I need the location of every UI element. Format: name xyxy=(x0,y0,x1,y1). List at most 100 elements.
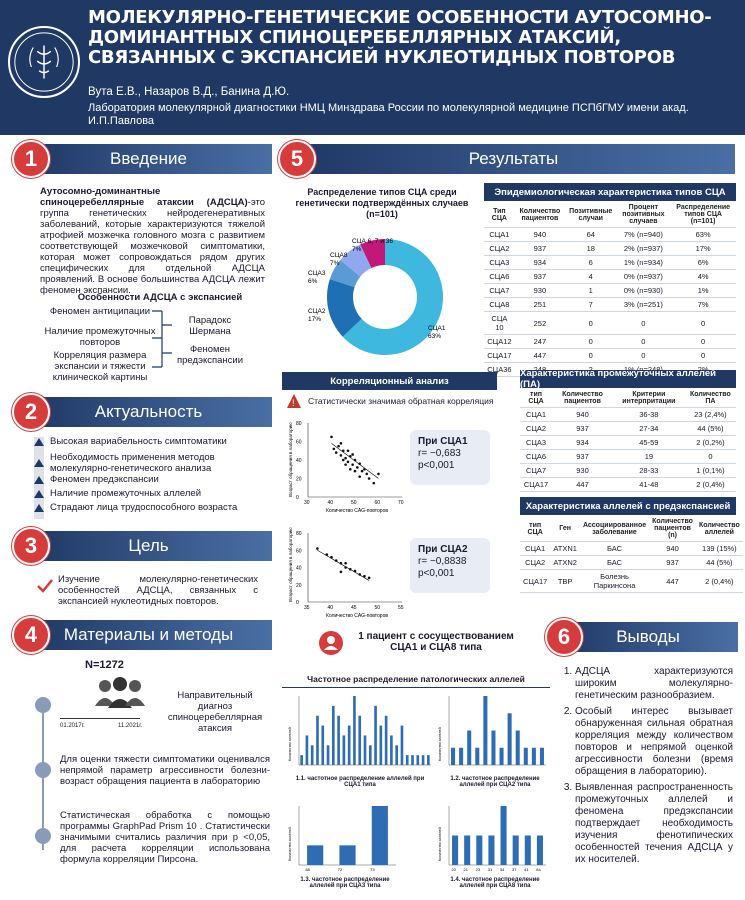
table-cell: 7% (n=940) xyxy=(616,227,671,242)
table-cell: 937 xyxy=(514,241,566,256)
table-cell: 0 xyxy=(616,348,671,363)
table-cell: 0% (n=930) xyxy=(616,283,671,298)
corr-box-title: При СЦА1 xyxy=(418,436,468,447)
freq-bar xyxy=(483,696,488,765)
x-tick: 84 xyxy=(536,867,541,872)
freq-bar xyxy=(427,755,430,765)
freq-bar xyxy=(405,755,409,765)
section-header-relevance: Актуальность xyxy=(25,397,272,427)
epi-header-cell: Позитивные случаи xyxy=(565,202,617,228)
scatter-point xyxy=(337,444,340,448)
table-cell: СЦА7 xyxy=(520,463,553,478)
chevron-up-icon xyxy=(34,503,44,512)
table-cell: 6 xyxy=(565,255,617,270)
goal-text: Изучение молекулярно-генетических особен… xyxy=(58,574,258,607)
freq-bar xyxy=(452,835,459,865)
table-row: СЦА2 937 27-34 44 (5%) xyxy=(520,421,736,436)
table-row: СЦА1 940 36-38 23 (2,4%) xyxy=(520,407,736,422)
table-cell: 937 xyxy=(552,449,613,464)
table-cell: 0 xyxy=(670,334,736,349)
table-row: СЦА6 937 4 0% (n=937) 4% xyxy=(484,269,736,284)
freq-bar xyxy=(539,747,544,765)
relevance-item: Наличие промежуточных аллелей xyxy=(34,488,274,499)
table-cell: 1% xyxy=(670,283,736,298)
pie-pct: 17% xyxy=(308,316,321,323)
pie-label: СЦА2 xyxy=(308,308,326,315)
pie-pct: 7% xyxy=(352,246,362,253)
corr-box-title: При СЦА2 xyxy=(418,544,468,555)
table-cell: БАС xyxy=(579,541,650,556)
table-cell: 3% (n=251) xyxy=(616,297,671,312)
section-title: Материалы и методы xyxy=(63,625,234,644)
table-cell: 940 xyxy=(649,541,696,556)
scatter-point xyxy=(365,472,369,476)
pie-slice xyxy=(340,244,372,277)
scatter-point xyxy=(344,456,347,460)
table-cell: 0 xyxy=(565,334,617,349)
scatter-point xyxy=(344,561,347,565)
header: Молекулярно-генетические особенности аут… xyxy=(0,0,745,135)
x-axis-label: Количество CAG-повторов xyxy=(326,613,388,619)
table-row: СЦА17 TBP Болезнь Паркинсона 447 2 (0,4%) xyxy=(520,569,743,593)
section-title: Результаты xyxy=(468,149,559,168)
section-number: 1 xyxy=(12,140,50,178)
freq-bar xyxy=(321,725,325,765)
epi-header-cell: Процент позитивных случаев xyxy=(616,202,671,228)
table-cell: 7 xyxy=(565,297,617,312)
pa-table: тип СЦА Количество пациентов Критерии инте… xyxy=(520,389,736,492)
corr-title: Корреляционный анализ xyxy=(282,372,497,390)
x-tick: 23 xyxy=(476,867,481,872)
pie-slice xyxy=(329,260,361,288)
corr-r: r= −0,8838 xyxy=(418,556,467,567)
date-to: 11.2021г. xyxy=(118,723,143,729)
method-step-1: Направительный диагноз спиноцеребеллярна… xyxy=(167,690,263,734)
pa-header-cell: Количество ПА xyxy=(684,389,736,408)
checkmark-icon xyxy=(37,579,53,593)
y-axis-label: Количество аллелей xyxy=(438,727,442,761)
table-row: СЦА7 930 1 0% (n=930) 1% xyxy=(484,283,736,298)
freq-chart-sca8: 20 21 23 31 34 37 41 84 Количество аллелей xyxy=(438,806,546,872)
scatter-point xyxy=(351,463,354,466)
method-step-2: Для оценки тяжести симптоматики оценивал… xyxy=(60,754,270,787)
feature-intermediate: Наличие промежуточных повторов xyxy=(44,326,156,348)
poster-title: Молекулярно-генетические особенности аут… xyxy=(88,7,712,68)
method-step-3: Статистическая обработка с помощью прогр… xyxy=(60,810,270,865)
freq-bar xyxy=(379,725,383,765)
feature-sherman: Парадокс Шермана xyxy=(188,315,232,337)
y-tick: 0 xyxy=(296,495,299,501)
section-header-intro: Введение xyxy=(25,144,272,174)
table-cell: 2 (0,2%) xyxy=(684,435,736,450)
table-cell: 44 (5%) xyxy=(684,421,736,436)
table-row: СЦА7 930 28-33 1 (0,1%) xyxy=(520,463,736,478)
freq-bar xyxy=(416,755,420,765)
freq-chart-sca1: Количество аллелей xyxy=(288,696,431,766)
table-cell: СЦА12 xyxy=(484,334,515,349)
table-cell: 937 xyxy=(514,269,566,284)
table-row: СЦА3 934 6 1% (n=934) 6% xyxy=(484,255,736,270)
table-cell: 18 xyxy=(565,241,617,256)
scatter-point xyxy=(344,463,347,466)
table-cell: СЦА6 xyxy=(520,449,553,464)
pie-label: СЦА 6, 7 и 36 xyxy=(352,238,393,245)
scatter-point xyxy=(372,481,376,485)
chevron-up-icon xyxy=(34,489,44,498)
x-tick: 55 xyxy=(398,605,404,611)
y-tick: 20 xyxy=(296,477,302,483)
pa-table-title: Характеристика промежуточных аллелей (ПА… xyxy=(520,368,736,390)
x-tick: 21 xyxy=(464,867,469,872)
table-cell: 36-38 xyxy=(612,407,685,422)
table-cell: 41-48 xyxy=(612,477,685,492)
patient-icon xyxy=(319,631,343,655)
university-logo xyxy=(8,26,80,98)
svg-text:!: ! xyxy=(292,398,295,408)
table-cell: 447 xyxy=(552,477,613,492)
table-cell: 937 xyxy=(649,555,696,570)
freq-bar xyxy=(384,715,388,765)
scatter-point xyxy=(363,574,366,578)
feature-correlation: Корреляция размера экспансии и тяжести к… xyxy=(52,350,148,383)
table-row: СЦА2 ATXN2 БАС 937 44 (5%) xyxy=(520,555,743,570)
freq-bar xyxy=(488,835,495,865)
freq-bar xyxy=(300,755,303,765)
section-header-methods: Материалы и методы xyxy=(25,620,272,650)
timeline-dot xyxy=(35,697,51,713)
